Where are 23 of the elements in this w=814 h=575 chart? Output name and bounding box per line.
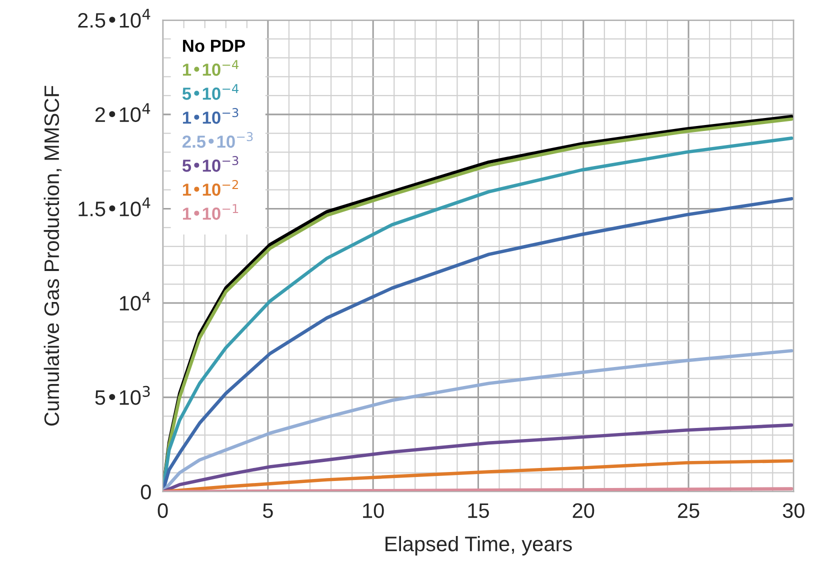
text: 1•10$^{−3}$	[182, 108, 238, 124]
y-tick-label: 2.5•10$^{4}$	[78, 8, 150, 28]
x-axis-title: Elapsed Time, years	[386, 536, 572, 556]
y-tick-label: 2•10$^{4}$	[95, 103, 150, 122]
text: 1•10$^{−1}$	[182, 204, 238, 220]
x-tick-label: 0	[158, 503, 168, 518]
x-tick-label: 20	[572, 503, 594, 518]
text: 5•10$^{−3}$	[182, 156, 238, 172]
x-tick-label: 25	[678, 503, 700, 518]
y-axis-title: Cumulative Gas Production, MMSCF	[44, 86, 62, 426]
y-tick-label: 10$^{4}$	[120, 292, 150, 311]
x-tick-label: 5	[262, 504, 273, 518]
y-tick-label: 0	[140, 484, 151, 500]
x-tick-label: 30	[782, 503, 804, 518]
y-tick-label: 5•10$^{3}$	[95, 386, 150, 405]
text: No PDP	[183, 40, 245, 52]
text: 1•10$^{−2}$	[182, 180, 238, 196]
y-tick-label: 1.5•10$^{4}$	[78, 198, 150, 216]
text: 1•10$^{−4}$	[182, 60, 239, 76]
x-tick-label: 10	[363, 503, 384, 518]
text: 2.5•10$^{−3}$	[182, 132, 253, 148]
text: 5•10$^{−4}$	[182, 84, 239, 100]
x-tick-label: 15	[468, 504, 489, 518]
